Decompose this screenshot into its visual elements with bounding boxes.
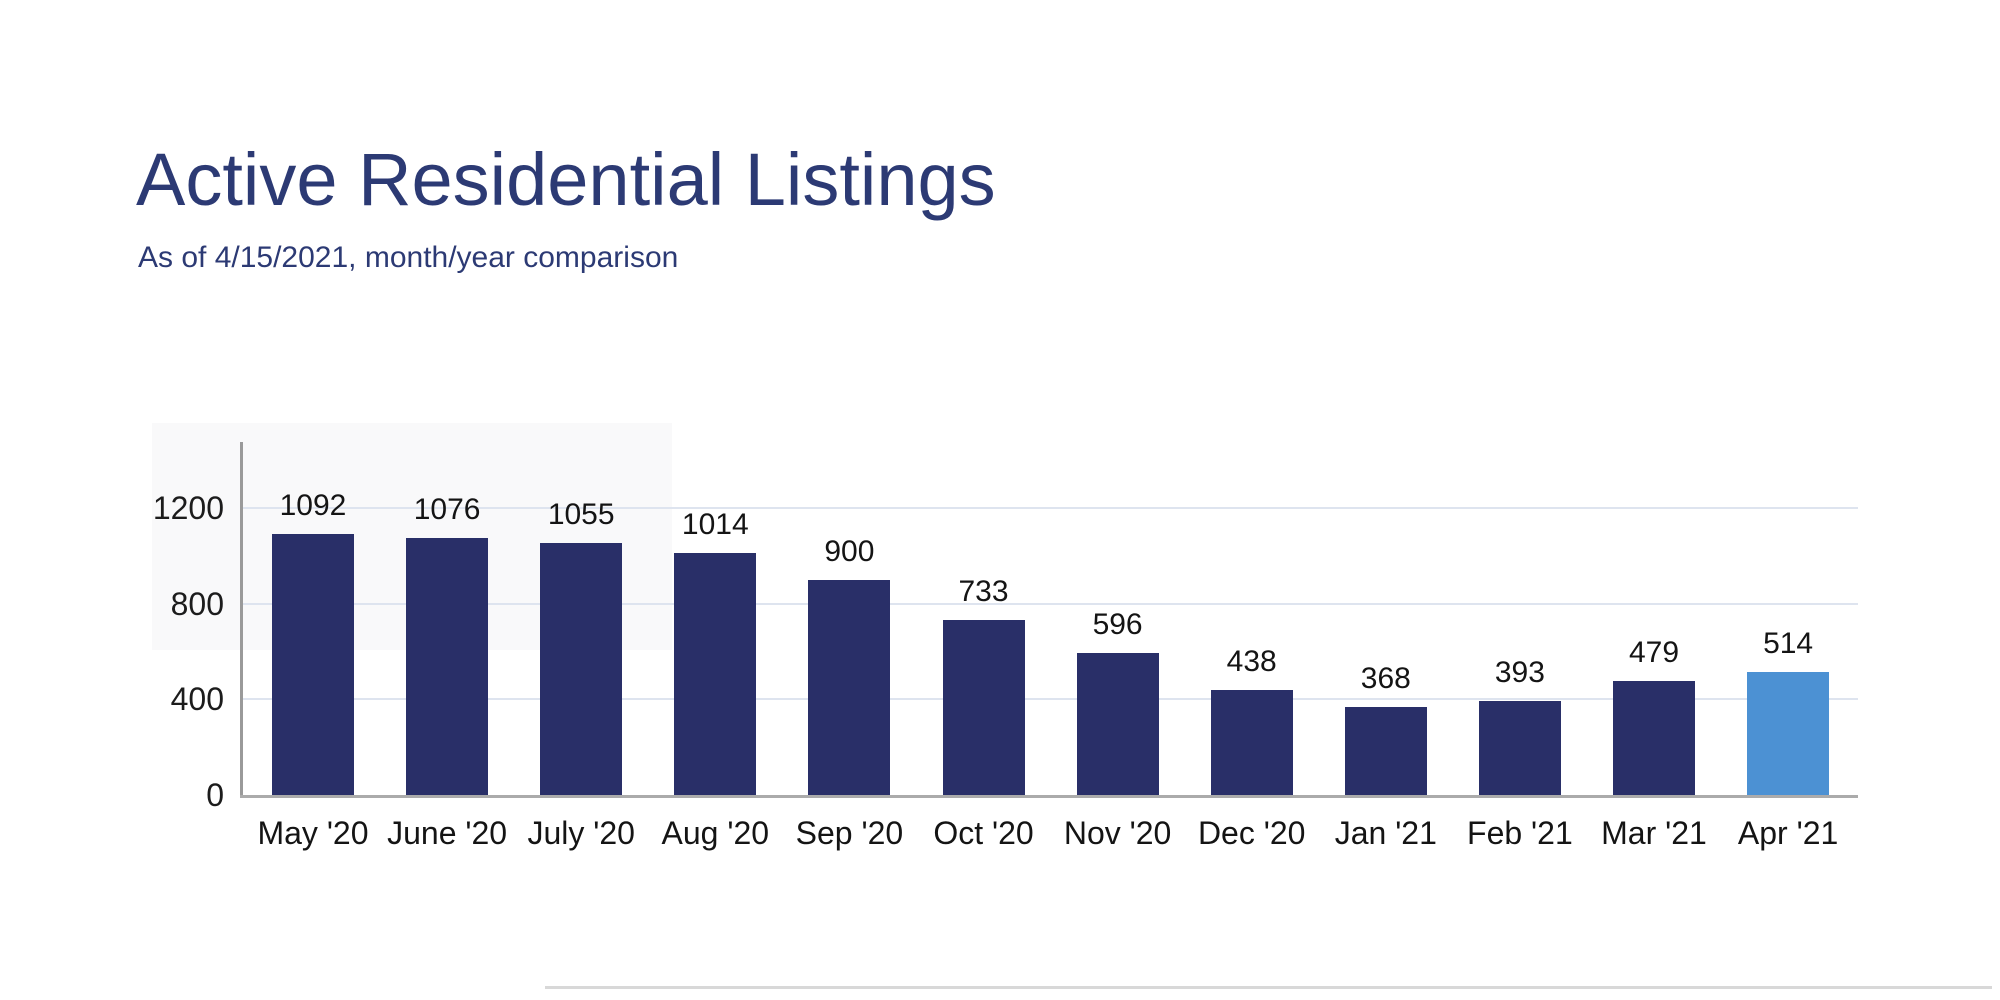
- x-axis-tick-label: June '20: [387, 815, 508, 851]
- bar-value-label: 733: [958, 574, 1009, 608]
- y-axis-tick-label: 1200: [152, 490, 224, 527]
- x-axis-tick-label: May '20: [257, 815, 369, 851]
- x-axis-tick-label: Feb '21: [1467, 815, 1573, 851]
- gridline-1200: [240, 507, 1858, 510]
- bar-value-label: 1055: [547, 498, 615, 532]
- x-axis-tick-label: Apr '21: [1737, 815, 1839, 851]
- y-axis-tick-label: 800: [170, 585, 224, 622]
- x-axis-tick-label: Jan '21: [1334, 815, 1437, 851]
- x-axis-tick-label: Dec '20: [1197, 815, 1306, 851]
- bar-value-label: 393: [1494, 656, 1545, 690]
- bar-sep-20: [808, 580, 891, 795]
- bar-value-label: 900: [824, 535, 875, 569]
- y-axis-tick-label: 0: [206, 777, 224, 813]
- bar-june-20: [406, 538, 489, 795]
- bottom-divider-line: [545, 986, 1992, 989]
- x-axis-tick-label: Oct '20: [933, 815, 1034, 851]
- bar-dec-20: [1210, 690, 1293, 795]
- x-axis-line: [240, 795, 1858, 798]
- x-axis-tick-label: Nov '20: [1063, 815, 1172, 851]
- bar-feb-21: [1478, 701, 1561, 795]
- bar-aug-20: [674, 552, 757, 795]
- bar-nov-20: [1076, 652, 1159, 795]
- bar-value-label: 368: [1360, 662, 1411, 696]
- bar-value-label: 596: [1092, 607, 1143, 641]
- page-subtitle: As of 4/15/2021, month/year comparison: [138, 241, 679, 274]
- page-title: Active Residential Listings: [136, 138, 996, 221]
- gridline-800: [240, 602, 1858, 605]
- bar-july-20: [540, 543, 623, 795]
- bar-may-20: [272, 534, 354, 795]
- x-axis-tick-label: Mar '21: [1601, 815, 1707, 851]
- bar-oct-20: [942, 619, 1025, 795]
- bar-value-label: 1014: [681, 507, 749, 541]
- gridline-400: [240, 698, 1858, 701]
- bar-value-label: 479: [1628, 635, 1680, 669]
- bar-value-label: 1092: [279, 489, 347, 523]
- x-axis-tick-label: Aug '20: [661, 815, 770, 851]
- bar-mar-21: [1613, 680, 1695, 795]
- bar-jan-21: [1344, 707, 1427, 795]
- bar-apr-21: [1747, 672, 1830, 795]
- y-axis-tick-label: 400: [170, 681, 224, 718]
- bar-value-label: 1076: [413, 493, 481, 527]
- bar-value-label: 514: [1763, 627, 1814, 661]
- x-axis-tick-label: Sep '20: [795, 815, 904, 851]
- y-axis-line: [240, 442, 243, 798]
- bar-value-label: 438: [1226, 645, 1277, 679]
- x-axis-tick-label: July '20: [527, 815, 635, 851]
